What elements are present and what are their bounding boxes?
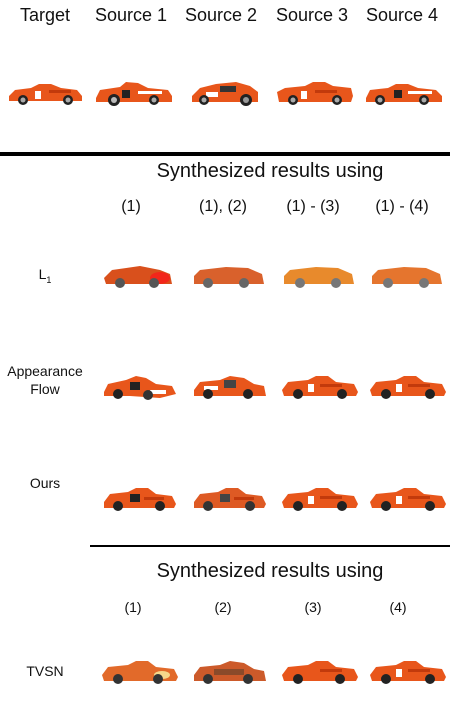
source-3-car-image bbox=[277, 82, 353, 105]
header-source-4: Source 4 bbox=[365, 5, 439, 25]
section2-col-4: (4) bbox=[389, 599, 407, 615]
tvsn-result-2 bbox=[194, 661, 266, 684]
row-label-l1: L1 bbox=[0, 265, 90, 289]
l1-result-1 bbox=[104, 266, 172, 288]
section1-col-3: (1) - (3) bbox=[286, 198, 340, 215]
section1-title: Synthesized results using bbox=[156, 160, 384, 182]
row-label-ours: Ours bbox=[29, 475, 61, 491]
l1-result-3 bbox=[284, 267, 354, 288]
section2-col-1: (1) bbox=[124, 599, 142, 615]
ours-result-4 bbox=[370, 488, 446, 511]
header-source-1: Source 1 bbox=[94, 5, 168, 25]
source-2-car-image bbox=[192, 82, 258, 106]
l1-result-2 bbox=[194, 267, 264, 288]
section1-col-4: (1) - (4) bbox=[375, 198, 429, 215]
tvsn-result-4 bbox=[370, 661, 446, 684]
section2-col-3: (3) bbox=[304, 599, 322, 615]
l1-result-4 bbox=[372, 267, 442, 288]
appearance-flow-result-3 bbox=[282, 376, 358, 399]
appearance-flow-result-1 bbox=[104, 376, 176, 400]
ours-result-3 bbox=[282, 488, 358, 511]
row-label-tvsn: TVSN bbox=[26, 663, 64, 679]
appearance-flow-result-4 bbox=[370, 376, 446, 399]
row-label-l1-sub: 1 bbox=[46, 274, 52, 285]
section2-title: Synthesized results using bbox=[156, 560, 384, 582]
section-divider-thick bbox=[0, 152, 450, 156]
target-car-image bbox=[9, 84, 82, 105]
row-label-flow: Flow bbox=[30, 381, 60, 397]
row-label-appearance-flow: Appearance Flow bbox=[0, 362, 90, 398]
source-1-car-image bbox=[96, 82, 172, 106]
tvsn-result-3 bbox=[282, 661, 358, 684]
appearance-flow-result-2 bbox=[194, 376, 266, 399]
section-divider-thin bbox=[90, 545, 450, 547]
source-4-car-image bbox=[366, 84, 442, 105]
row-label-appearance: Appearance bbox=[7, 363, 83, 379]
ours-result-1 bbox=[104, 488, 176, 511]
header-source-3: Source 3 bbox=[275, 5, 349, 25]
header-source-2: Source 2 bbox=[184, 5, 258, 25]
ours-result-2 bbox=[194, 488, 266, 511]
row-label-l1-main: L bbox=[38, 266, 47, 282]
section1-col-2: (1), (2) bbox=[199, 198, 247, 215]
section2-col-2: (2) bbox=[214, 599, 232, 615]
section1-col-1: (1) bbox=[121, 198, 141, 215]
tvsn-result-1 bbox=[102, 661, 178, 684]
header-target: Target bbox=[19, 5, 71, 25]
